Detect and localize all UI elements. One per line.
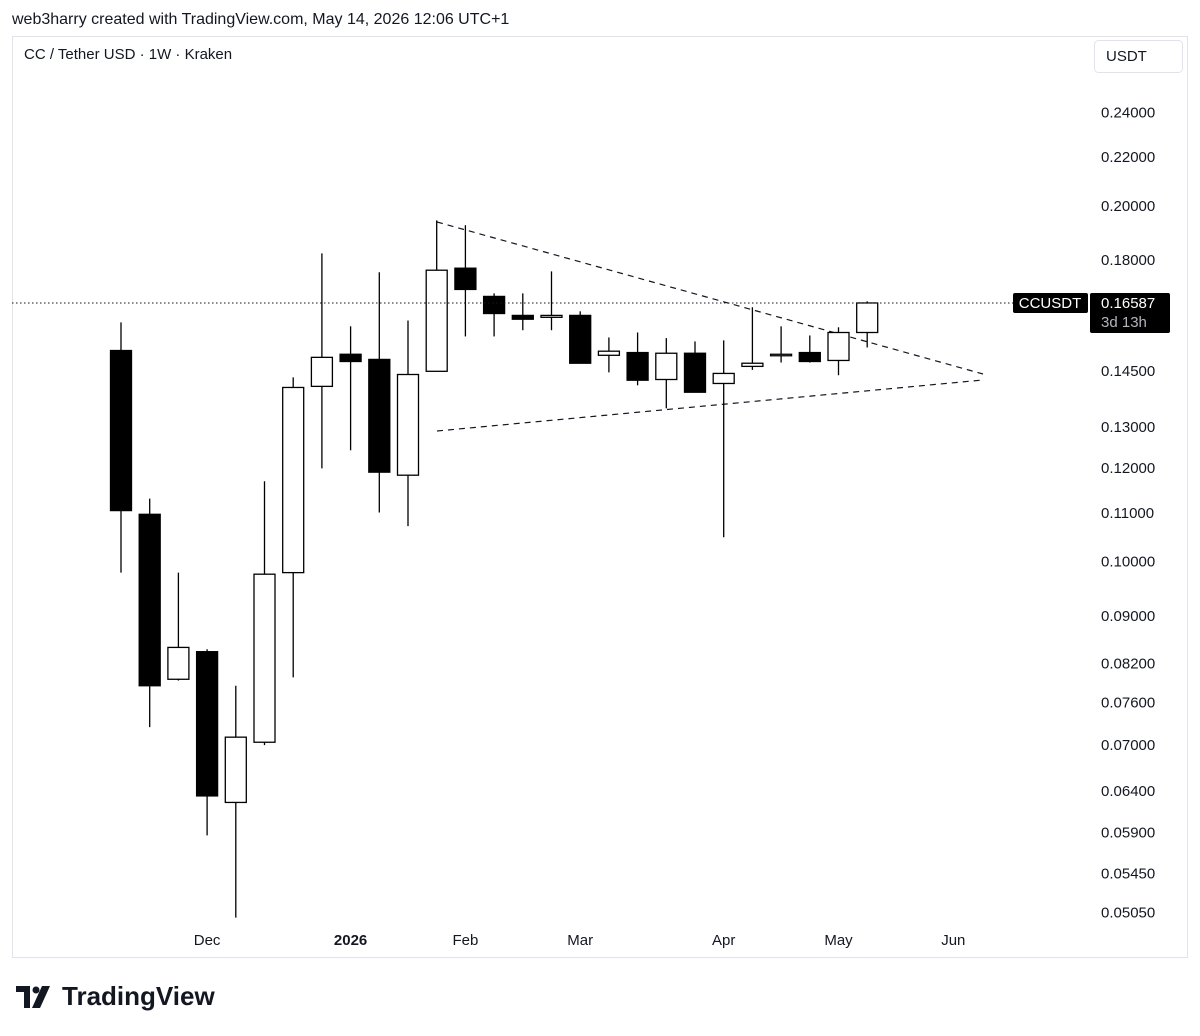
y-tick-label: 0.12000 — [1101, 460, 1155, 477]
candle-body — [741, 362, 764, 368]
trendline-lower — [436, 379, 984, 432]
candle-body — [195, 651, 219, 797]
y-tick-label: 0.13000 — [1101, 419, 1155, 436]
trendline-upper — [436, 221, 984, 375]
y-tick-label: 0.06400 — [1101, 783, 1155, 800]
y-tick-label: 0.07600 — [1101, 695, 1155, 712]
y-tick-label: 0.10000 — [1101, 554, 1155, 571]
y-tick-label: 0.14500 — [1101, 363, 1155, 380]
candle-body — [425, 269, 448, 372]
candle-body — [224, 736, 247, 804]
candle-body — [167, 646, 190, 680]
currency-label[interactable]: USDT — [1106, 48, 1147, 65]
chart-frame — [12, 36, 1188, 958]
chart-title: CC / Tether USD · 1W · Kraken — [24, 46, 232, 63]
countdown-label: 3d 13h — [1101, 314, 1147, 331]
candle-body — [396, 373, 420, 476]
price-tag — [1090, 292, 1170, 333]
y-tick-label: 0.05450 — [1101, 865, 1155, 882]
x-tick-label: Apr — [712, 932, 735, 949]
candle-body — [856, 302, 879, 334]
candle-body — [827, 331, 850, 362]
x-tick-label: Mar — [567, 932, 593, 949]
candle-body — [683, 352, 707, 393]
y-tick-label: 0.20000 — [1101, 198, 1155, 215]
candle-body — [511, 314, 534, 320]
x-tick-label: Jun — [941, 932, 965, 949]
candle-body — [368, 358, 391, 473]
logo: TradingView — [16, 981, 215, 1011]
candle-body — [454, 267, 477, 291]
y-tick-label: 0.09000 — [1101, 608, 1155, 625]
y-tick-label: 0.11000 — [1101, 505, 1154, 522]
candle-body — [798, 351, 821, 363]
y-tick-label: 0.24000 — [1101, 104, 1155, 121]
y-tick-label: 0.08200 — [1101, 656, 1155, 673]
symbol-tag — [1013, 292, 1088, 313]
candle-body — [626, 351, 649, 381]
y-tick-label: 0.05050 — [1101, 904, 1155, 921]
candle-body — [253, 573, 276, 743]
candle-body — [597, 350, 621, 356]
candle-body — [339, 353, 362, 363]
y-tick-label: 0.05900 — [1101, 825, 1155, 842]
y-tick-label: 0.18000 — [1101, 252, 1155, 269]
candle-body — [109, 349, 133, 512]
x-tick-label: 2026 — [334, 932, 367, 949]
brand: TradingView — [62, 981, 215, 1011]
candle-body — [482, 295, 506, 315]
candle-body — [712, 372, 735, 385]
currency-button[interactable] — [1094, 40, 1183, 73]
candle-body — [138, 513, 161, 687]
candle-body — [655, 352, 678, 381]
x-tick-label: Dec — [194, 932, 221, 949]
candle-body — [310, 356, 334, 388]
x-tick-label: May — [824, 932, 853, 949]
candle-body — [769, 353, 793, 357]
symbol-label: CCUSDT — [1019, 295, 1082, 312]
y-tick-label: 0.07000 — [1101, 737, 1155, 754]
x-tick-label: Feb — [452, 932, 478, 949]
candle-body — [282, 386, 305, 574]
price-label: 0.16587 — [1101, 295, 1155, 312]
y-tick-label: 0.22000 — [1101, 149, 1155, 166]
candle-body — [569, 314, 592, 364]
attribution: web3harry created with TradingView.com, … — [11, 11, 509, 28]
candle-body — [540, 314, 563, 318]
